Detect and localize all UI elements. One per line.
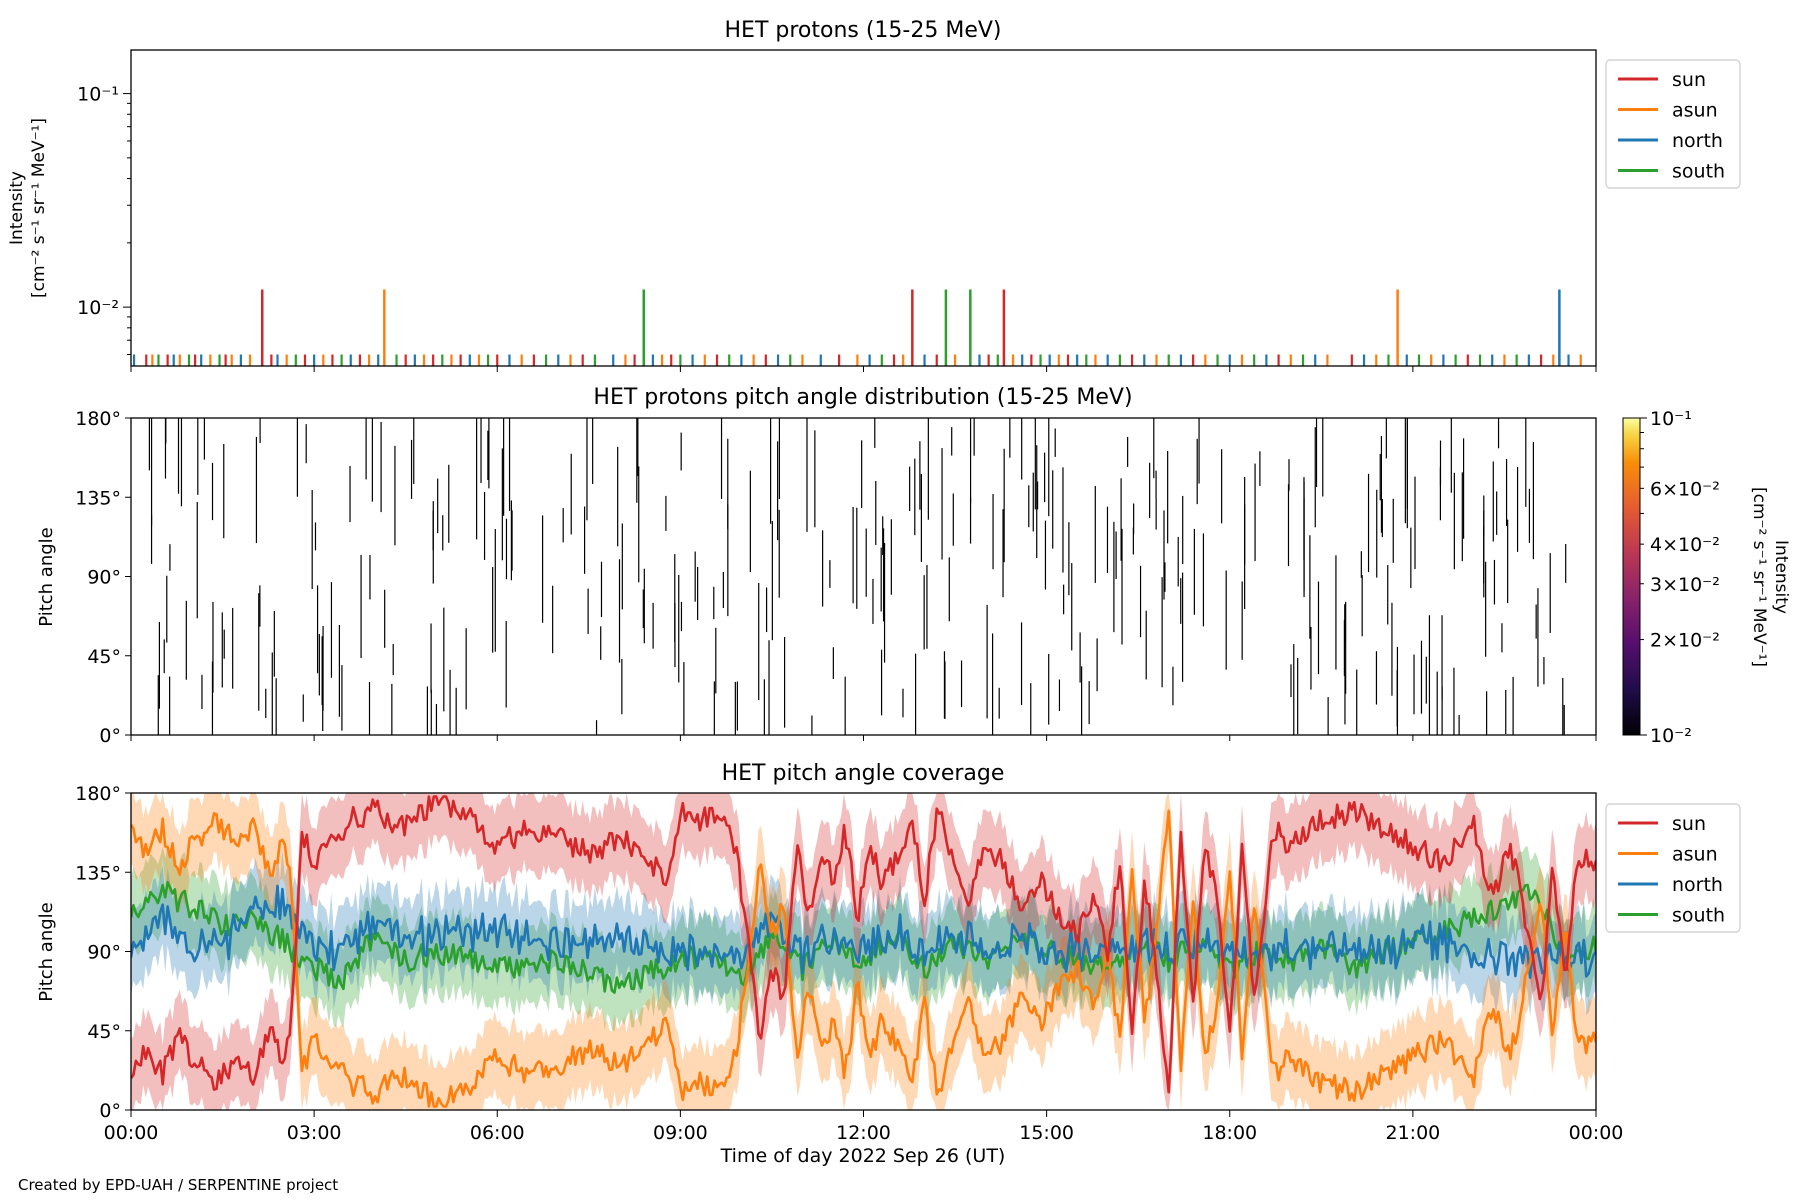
colorbar-tick-label: 3×10⁻² xyxy=(1650,574,1720,596)
legend-label-asun: asun xyxy=(1672,844,1718,866)
panel-title-coverage: HET pitch angle coverage xyxy=(722,761,1005,786)
y-tick-label-pad: 180° xyxy=(75,408,121,430)
intensity-panel: HET protons (15-25 MeV) Intensity [cm⁻² … xyxy=(7,18,1741,372)
coverage-axes: 0° 45° 90° 135° 180° 00:00 03:00 06:00 09:00 12:0… xyxy=(75,783,1623,1144)
legend-label-sun: sun xyxy=(1672,813,1706,835)
footer-credit: Created by EPD-UAH / SERPENTINE project xyxy=(18,1176,339,1194)
legend-coverage: sun asun north south xyxy=(1605,803,1741,933)
coverage-line-sun xyxy=(131,795,1596,1094)
y-tick-label-intensity: 10⁻¹ xyxy=(77,84,119,106)
legend-label-north: north xyxy=(1672,130,1723,152)
coverage-line-south xyxy=(131,881,1596,994)
y-tick-label-pad: 90° xyxy=(87,567,121,589)
panel-title-intensity: HET protons (15-25 MeV) xyxy=(725,18,1002,43)
colorbar-label-line1: Intensity xyxy=(1771,540,1791,614)
y-tick-label-coverage: 45° xyxy=(87,1021,121,1043)
pad-segments xyxy=(148,418,1567,735)
x-axis-label: Time of day 2022 Sep 26 (UT) xyxy=(720,1145,1006,1167)
coverage-line-north xyxy=(131,884,1596,979)
coverage-band-north xyxy=(131,847,1596,1017)
panel-title-pad: HET protons pitch angle distribution (15… xyxy=(593,385,1132,410)
coverage-panel: HET pitch angle coverage Pitch angle 0° 4… xyxy=(36,761,1741,1167)
x-tick-label: 06:00 xyxy=(470,1122,525,1144)
y-tick-label-pad: 0° xyxy=(99,725,121,747)
colorbar-label-line2: [cm⁻² s⁻¹ sr⁻¹ MeV⁻¹] xyxy=(1749,487,1769,667)
intensity-spikes xyxy=(132,289,1582,366)
y-axis-label-coverage: Pitch angle xyxy=(36,902,57,1001)
y-tick-label-coverage: 135° xyxy=(75,862,121,884)
intensity-axes: 10⁻¹ 10⁻² xyxy=(77,84,1597,372)
y-axis-label-line1: Intensity xyxy=(7,171,27,245)
y-axis-label-intensity: Intensity [cm⁻² s⁻¹ sr⁻¹ MeV⁻¹] xyxy=(7,118,49,298)
coverage-frame xyxy=(130,792,1597,1111)
coverage-traces xyxy=(131,793,1596,1110)
y-tick-label-pad: 45° xyxy=(87,646,121,668)
colorbar-tick-label: 2×10⁻² xyxy=(1650,630,1720,652)
colorbar: 10⁻¹ 6×10⁻² 4×10⁻² 3×10⁻² 2×10⁻² 10⁻² Intensi… xyxy=(1622,408,1791,747)
y-tick-label-intensity: 10⁻² xyxy=(77,297,119,319)
legend-intensity: sun asun north south xyxy=(1605,59,1741,189)
legend-label-sun: sun xyxy=(1672,69,1706,91)
y-axis-label-line2: [cm⁻² s⁻¹ sr⁻¹ MeV⁻¹] xyxy=(29,118,49,298)
legend-box xyxy=(1605,59,1741,189)
x-tick-label: 03:00 xyxy=(287,1122,342,1144)
legend-label-south: south xyxy=(1672,161,1725,183)
x-tick-label: 21:00 xyxy=(1385,1122,1440,1144)
colorbar-tick-label: 10⁻¹ xyxy=(1650,408,1692,430)
y-axis-label-pad: Pitch angle xyxy=(36,527,57,626)
colorbar-gradient xyxy=(1622,417,1641,736)
x-tick-label: 09:00 xyxy=(653,1122,708,1144)
legend-label-north: north xyxy=(1672,874,1723,896)
coverage-line-asun xyxy=(131,809,1596,1108)
x-tick-label: 12:00 xyxy=(836,1122,891,1144)
x-tick-label: 18:00 xyxy=(1202,1122,1257,1144)
x-tick-label: 00:00 xyxy=(104,1122,159,1144)
y-tick-label-pad: 135° xyxy=(75,487,121,509)
colorbar-tick-label: 4×10⁻² xyxy=(1650,534,1720,556)
y-tick-label-coverage: 0° xyxy=(99,1100,121,1122)
colorbar-tick-label: 10⁻² xyxy=(1650,725,1692,747)
pad-frame xyxy=(130,417,1597,736)
x-tick-label: 00:00 xyxy=(1569,1122,1624,1144)
colorbar-ticks: 10⁻¹ 6×10⁻² 4×10⁻² 3×10⁻² 2×10⁻² 10⁻² xyxy=(1640,408,1720,747)
colorbar-tick-label: 6×10⁻² xyxy=(1650,478,1720,500)
intensity-frame xyxy=(130,49,1597,367)
x-tick-label: 15:00 xyxy=(1019,1122,1074,1144)
pad-axes: 0° 45° 90° 135° 180° xyxy=(75,408,1597,747)
y-tick-label-coverage: 90° xyxy=(87,942,121,964)
y-tick-label-coverage: 180° xyxy=(75,783,121,805)
legend-box xyxy=(1605,803,1741,933)
legend-label-asun: asun xyxy=(1672,100,1718,122)
pad-panel: HET protons pitch angle distribution (15… xyxy=(36,385,1791,747)
legend-label-south: south xyxy=(1672,905,1725,927)
